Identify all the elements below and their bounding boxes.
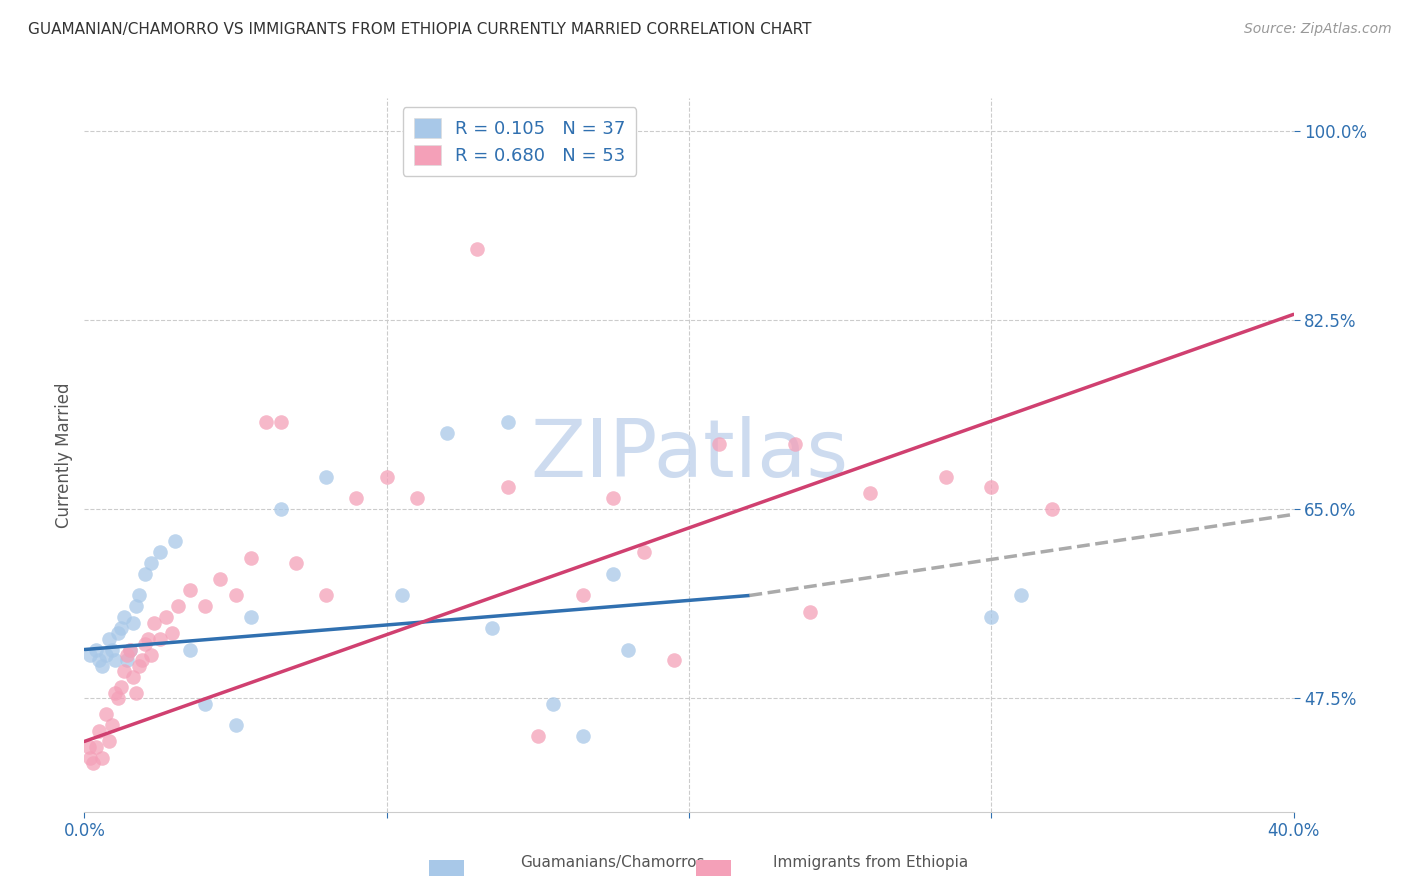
Point xyxy=(112,664,135,678)
Point xyxy=(859,485,882,500)
Point xyxy=(541,697,564,711)
Point xyxy=(110,621,132,635)
Point xyxy=(239,550,262,565)
Text: Immigrants from Ethiopia: Immigrants from Ethiopia xyxy=(773,855,969,870)
Point xyxy=(194,599,217,614)
Point xyxy=(134,566,156,581)
Text: GUAMANIAN/CHAMORRO VS IMMIGRANTS FROM ETHIOPIA CURRENTLY MARRIED CORRELATION CHA: GUAMANIAN/CHAMORRO VS IMMIGRANTS FROM ET… xyxy=(28,22,811,37)
Point xyxy=(467,243,489,257)
Point xyxy=(662,653,685,667)
Point xyxy=(179,583,201,598)
Point xyxy=(107,691,129,706)
Point xyxy=(79,648,101,662)
Text: ZIPatlas: ZIPatlas xyxy=(530,416,848,494)
Point xyxy=(270,416,292,430)
Point xyxy=(315,589,337,603)
Point xyxy=(89,723,111,738)
Point xyxy=(254,416,277,430)
Point xyxy=(315,469,337,483)
Point xyxy=(194,697,217,711)
Point xyxy=(1040,502,1063,516)
Point xyxy=(94,648,117,662)
Point xyxy=(149,545,172,559)
Point xyxy=(617,642,640,657)
Text: Guamanians/Chamorros: Guamanians/Chamorros xyxy=(520,855,704,870)
Point xyxy=(496,480,519,494)
Point xyxy=(980,480,1002,494)
Point xyxy=(167,599,190,614)
Point xyxy=(225,718,247,732)
Point xyxy=(125,599,148,614)
Point xyxy=(94,707,117,722)
Point xyxy=(980,610,1002,624)
Point xyxy=(572,589,595,603)
Point xyxy=(112,610,135,624)
Point xyxy=(104,686,127,700)
Point xyxy=(1010,589,1032,603)
Point xyxy=(209,572,232,586)
Point xyxy=(142,615,165,630)
Point xyxy=(935,469,957,483)
Point xyxy=(155,610,177,624)
Point xyxy=(799,605,821,619)
Y-axis label: Currently Married: Currently Married xyxy=(55,382,73,528)
Point xyxy=(160,626,183,640)
Point xyxy=(104,653,127,667)
Point xyxy=(118,642,141,657)
Point xyxy=(82,756,104,770)
Text: Source: ZipAtlas.com: Source: ZipAtlas.com xyxy=(1244,22,1392,37)
Point xyxy=(89,653,111,667)
Point xyxy=(121,615,143,630)
Point xyxy=(436,426,458,441)
Point xyxy=(91,750,114,764)
Point xyxy=(86,642,108,657)
Point xyxy=(179,642,201,657)
Point xyxy=(115,648,138,662)
Point xyxy=(527,729,550,743)
Point xyxy=(139,556,162,570)
Point xyxy=(97,632,120,646)
Point xyxy=(602,491,624,505)
Point xyxy=(572,729,595,743)
Point xyxy=(165,534,187,549)
Point xyxy=(496,416,519,430)
Legend: R = 0.105   N = 37, R = 0.680   N = 53: R = 0.105 N = 37, R = 0.680 N = 53 xyxy=(404,107,637,176)
Point xyxy=(633,545,655,559)
Point xyxy=(100,642,122,657)
Point xyxy=(754,815,776,830)
Point xyxy=(239,610,262,624)
Point xyxy=(128,589,150,603)
Point xyxy=(118,642,141,657)
Point xyxy=(225,589,247,603)
Point xyxy=(128,658,150,673)
Point xyxy=(149,632,172,646)
Point xyxy=(139,648,162,662)
Point xyxy=(134,637,156,651)
Point xyxy=(391,589,413,603)
Point xyxy=(107,626,129,640)
Point xyxy=(481,621,503,635)
Point xyxy=(709,437,731,451)
Point xyxy=(121,669,143,683)
Point xyxy=(86,739,108,754)
Point xyxy=(131,653,153,667)
Point xyxy=(136,632,159,646)
Point xyxy=(100,718,122,732)
Point xyxy=(97,734,120,748)
Point xyxy=(284,556,308,570)
Point xyxy=(783,437,806,451)
Point xyxy=(91,658,114,673)
Point xyxy=(115,653,138,667)
Point xyxy=(602,566,624,581)
Point xyxy=(125,686,148,700)
Point xyxy=(270,502,292,516)
Point xyxy=(406,491,429,505)
Point xyxy=(79,750,101,764)
Point xyxy=(375,469,398,483)
Point xyxy=(346,491,368,505)
Point xyxy=(110,681,132,695)
Point xyxy=(77,739,100,754)
